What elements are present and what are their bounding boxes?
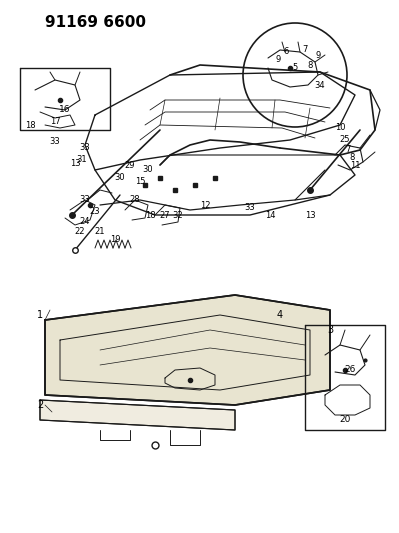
Text: 8: 8 [349,154,355,163]
Text: 15: 15 [135,177,145,187]
Text: 17: 17 [50,117,60,126]
Text: 22: 22 [75,228,85,237]
Text: 18: 18 [25,122,36,131]
Text: 11: 11 [350,160,360,169]
Text: 14: 14 [265,211,275,220]
Text: 29: 29 [125,160,135,169]
Text: 25: 25 [340,135,350,144]
Text: 10: 10 [335,124,345,133]
Text: 21: 21 [95,228,105,237]
Text: 32: 32 [173,211,183,220]
Text: 28: 28 [130,196,140,205]
Text: 30: 30 [115,174,125,182]
Text: 16: 16 [59,106,71,115]
Text: 7: 7 [302,45,308,54]
Text: 30: 30 [143,166,153,174]
Text: 33: 33 [80,196,91,205]
Text: 8: 8 [307,61,313,69]
Text: 33: 33 [245,204,255,213]
Text: 27: 27 [160,211,170,220]
Text: 34: 34 [315,80,325,90]
Text: 2: 2 [37,400,43,410]
Text: 6: 6 [283,47,289,56]
Text: 12: 12 [200,200,210,209]
Text: 5: 5 [292,63,298,72]
Text: 33: 33 [80,143,91,152]
Text: 13: 13 [70,158,80,167]
Text: 33: 33 [49,138,60,147]
Text: 31: 31 [77,156,87,165]
Text: 20: 20 [339,416,351,424]
Text: 19: 19 [110,236,120,245]
Text: 91169 6600: 91169 6600 [45,15,146,30]
Polygon shape [40,400,235,430]
Text: 23: 23 [90,207,100,216]
Text: 24: 24 [80,217,90,227]
Polygon shape [45,295,330,405]
Text: 3: 3 [327,325,333,335]
Text: 1: 1 [37,310,43,320]
Text: 4: 4 [277,310,283,320]
Text: 9: 9 [275,55,280,64]
Text: 13: 13 [305,211,315,220]
Text: 9: 9 [315,51,321,60]
Text: 7: 7 [345,146,351,155]
Text: 18: 18 [145,211,155,220]
Text: 26: 26 [344,366,356,375]
